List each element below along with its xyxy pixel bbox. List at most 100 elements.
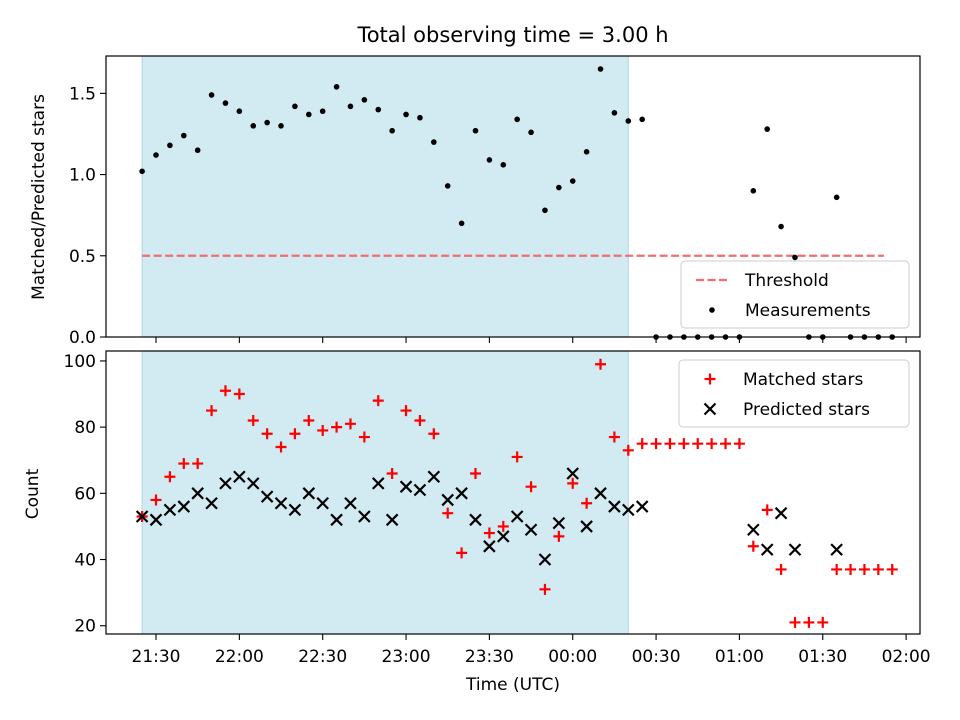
x-tick-label: 00:00 <box>548 647 597 667</box>
data-point <box>872 563 884 575</box>
y-tick-label: 20 <box>74 617 96 637</box>
data-point <box>553 530 565 542</box>
data-point <box>385 513 399 527</box>
data-point <box>375 106 382 113</box>
series-matched-stars <box>136 358 898 628</box>
legend-swatch <box>703 402 717 416</box>
data-point <box>636 438 648 450</box>
data-point <box>442 507 454 519</box>
data-point <box>569 178 576 184</box>
legend-frame <box>680 260 910 329</box>
data-point <box>625 118 632 124</box>
data-point <box>597 66 604 72</box>
data-point <box>206 405 218 417</box>
y-tick-label: 1.5 <box>69 84 96 104</box>
data-point <box>803 616 815 628</box>
x-tick-label: 02:00 <box>882 647 931 667</box>
data-point <box>552 516 566 530</box>
data-point <box>778 223 784 230</box>
data-point <box>511 451 523 463</box>
data-point <box>639 116 645 123</box>
observing-window-band <box>141 55 629 338</box>
data-point <box>194 147 201 154</box>
legend-label: Measurements <box>745 301 871 321</box>
data-point <box>556 184 562 191</box>
data-point <box>706 438 718 450</box>
data-point <box>747 523 760 537</box>
data-point <box>472 127 479 134</box>
data-point <box>486 157 493 163</box>
data-point <box>414 415 426 427</box>
data-point <box>788 543 802 556</box>
data-point <box>567 477 579 489</box>
top-legend: Threshold Measurements <box>680 260 910 329</box>
data-point <box>178 458 190 470</box>
data-point <box>789 616 801 628</box>
data-point <box>260 490 274 503</box>
data-point <box>750 188 757 194</box>
data-point <box>427 470 441 484</box>
data-point <box>774 506 788 520</box>
data-point <box>595 358 607 370</box>
data-point <box>274 496 288 510</box>
data-point <box>208 92 215 98</box>
data-point <box>764 126 771 132</box>
data-point <box>289 428 301 440</box>
legend-label: Threshold <box>744 271 829 291</box>
data-point <box>192 458 204 470</box>
data-point <box>608 500 621 513</box>
top-y-axis-label: Matched/Predicted stars <box>29 94 49 300</box>
y-tick-label: 80 <box>74 418 96 438</box>
data-point <box>358 510 371 523</box>
data-point <box>205 496 218 510</box>
data-point <box>153 152 159 158</box>
data-point <box>650 438 662 450</box>
data-point <box>830 543 843 556</box>
y-tick-label: 0.5 <box>69 247 96 267</box>
data-point <box>497 520 509 532</box>
data-point <box>792 254 798 261</box>
data-point <box>278 123 284 129</box>
data-point <box>455 487 468 500</box>
data-point <box>344 496 357 510</box>
data-point <box>264 119 270 126</box>
data-point <box>180 132 187 139</box>
data-point <box>483 540 496 553</box>
x-axis-label: Time (UTC) <box>465 675 560 695</box>
x-tick-label: 01:30 <box>798 647 847 667</box>
axes-frame <box>105 350 921 635</box>
data-point <box>514 116 520 123</box>
data-point <box>275 441 287 453</box>
data-point <box>444 183 451 189</box>
bottom-panel: 20 40 60 80 100 21:30 22:00 22:30 23:00 23:30 00:0… <box>64 350 931 667</box>
data-point <box>483 527 495 539</box>
data-point <box>330 513 343 527</box>
data-point <box>371 477 385 490</box>
data-point <box>525 481 537 493</box>
data-point <box>413 483 427 497</box>
x-tick-label: 22:00 <box>215 647 264 667</box>
data-point <box>542 207 548 214</box>
data-point <box>399 480 413 493</box>
data-point <box>858 563 870 575</box>
data-point <box>250 123 257 129</box>
x-tick-label: 01:00 <box>715 647 764 667</box>
axes-frame <box>105 55 921 338</box>
data-point <box>611 110 618 116</box>
data-point <box>347 103 354 110</box>
data-point <box>219 385 231 397</box>
legend-label: Matched stars <box>743 370 863 390</box>
data-point <box>581 497 593 509</box>
y-tick-label: 40 <box>74 551 96 571</box>
data-point <box>317 424 329 436</box>
data-point <box>233 388 245 400</box>
series-predicted-stars <box>135 467 843 566</box>
bottom-y-axis-label: Count <box>23 468 43 519</box>
data-point <box>431 139 437 145</box>
data-point <box>469 513 482 527</box>
data-point <box>635 500 649 513</box>
y-tick-label: 1.0 <box>69 166 96 186</box>
data-point <box>622 503 635 517</box>
data-point <box>594 487 607 500</box>
